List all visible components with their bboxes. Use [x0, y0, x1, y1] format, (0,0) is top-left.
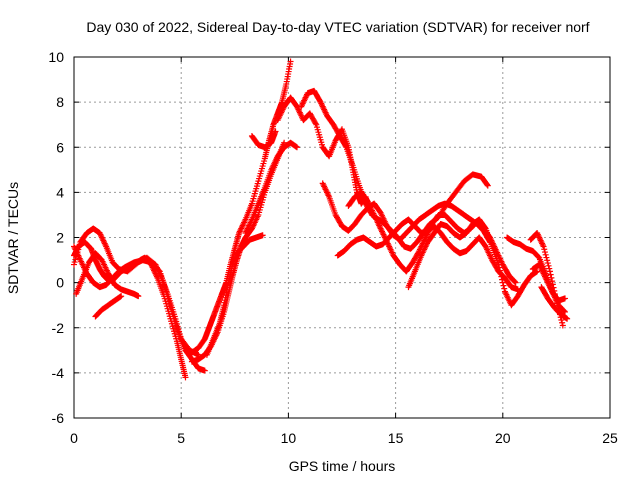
- data-point-markers: [529, 261, 568, 304]
- series-sat-t: [538, 284, 571, 322]
- series-sat-h: [203, 232, 266, 358]
- axis-ticks: 0 5 10 15 20 25 -6 -4 -2 0 2 4 6 8 10: [48, 49, 618, 446]
- x-tick-label: 20: [495, 430, 511, 446]
- series-sat-p: [405, 216, 541, 309]
- gridlines: [74, 57, 610, 418]
- series-sat-m: [319, 180, 493, 246]
- x-tick-label: 25: [602, 430, 618, 446]
- data-point-markers: [538, 284, 571, 322]
- x-axis-label: GPS time / hours: [289, 458, 396, 474]
- x-tick-label: 15: [388, 430, 404, 446]
- series-sat-j: [248, 128, 279, 151]
- series-sat-d: [92, 293, 125, 320]
- y-axis-label: SDTVAR / TECUs: [5, 182, 21, 294]
- series-sat-c: [73, 250, 142, 300]
- data-point-markers: [71, 243, 208, 374]
- y-tick-label: -6: [52, 410, 65, 426]
- data-point-markers: [73, 250, 142, 300]
- data-points: [71, 58, 571, 381]
- data-point-markers: [92, 293, 125, 320]
- data-point-markers: [405, 216, 541, 309]
- data-point-markers: [248, 128, 279, 151]
- chart-title: Day 030 of 2022, Sidereal Day-to-day VTE…: [86, 19, 589, 35]
- y-tick-label: 8: [56, 94, 64, 110]
- data-point-markers: [298, 87, 491, 252]
- y-tick-label: 6: [56, 139, 64, 155]
- series-sat-e: [71, 243, 208, 374]
- data-point-markers: [319, 180, 493, 246]
- y-tick-label: 2: [56, 230, 64, 246]
- series-sat-i: [242, 139, 300, 236]
- data-point-markers: [242, 139, 300, 236]
- data-point-markers: [182, 58, 294, 356]
- y-tick-label: 4: [56, 184, 64, 200]
- x-tick-label: 5: [177, 430, 185, 446]
- series-sat-f: [182, 58, 294, 356]
- series-sat-l: [298, 87, 491, 252]
- data-point-markers: [203, 232, 266, 358]
- y-tick-label: -2: [52, 320, 65, 336]
- y-tick-label: 10: [48, 49, 64, 65]
- x-tick-label: 0: [70, 430, 78, 446]
- y-tick-label: -4: [52, 365, 65, 381]
- x-tick-label: 10: [281, 430, 297, 446]
- y-tick-label: 0: [56, 275, 64, 291]
- series-sat-s: [529, 261, 568, 304]
